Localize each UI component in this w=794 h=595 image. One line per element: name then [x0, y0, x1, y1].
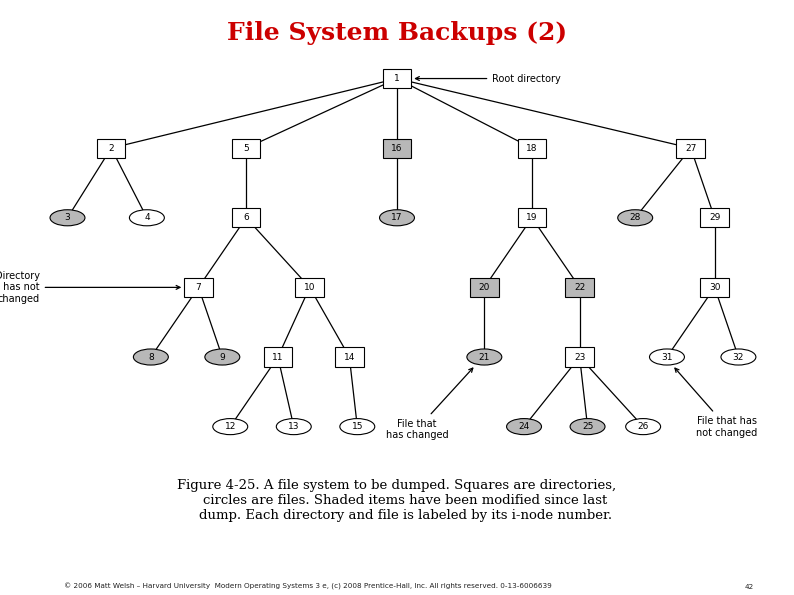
Text: 28: 28: [630, 213, 641, 223]
Text: 8: 8: [148, 352, 154, 362]
Ellipse shape: [467, 349, 502, 365]
Text: 27: 27: [685, 143, 696, 153]
Text: © 2006 Matt Welsh – Harvard University  Modern Operating Systems 3 e, (c) 2008 P: © 2006 Matt Welsh – Harvard University M…: [64, 583, 551, 590]
Text: 21: 21: [479, 352, 490, 362]
Text: 17: 17: [391, 213, 403, 223]
Text: 23: 23: [574, 352, 585, 362]
Text: 5: 5: [243, 143, 249, 153]
Ellipse shape: [133, 349, 168, 365]
Bar: [700, 208, 729, 227]
Bar: [383, 139, 411, 158]
Bar: [470, 278, 499, 297]
Text: 1: 1: [394, 74, 400, 83]
Ellipse shape: [721, 349, 756, 365]
Ellipse shape: [276, 419, 311, 434]
Bar: [295, 278, 324, 297]
Ellipse shape: [626, 419, 661, 434]
Text: 3: 3: [64, 213, 71, 223]
Text: 32: 32: [733, 352, 744, 362]
Bar: [97, 139, 125, 158]
Text: Directory
that has not
changed: Directory that has not changed: [0, 271, 180, 304]
Text: 25: 25: [582, 422, 593, 431]
Bar: [565, 278, 594, 297]
Ellipse shape: [213, 419, 248, 434]
Bar: [232, 139, 260, 158]
Text: File that has
not changed: File that has not changed: [675, 368, 757, 437]
Ellipse shape: [340, 419, 375, 434]
Text: 31: 31: [661, 352, 673, 362]
Bar: [565, 347, 594, 367]
Ellipse shape: [380, 209, 414, 226]
Text: Figure 4-25. A file system to be dumped. Squares are directories,
    circles ar: Figure 4-25. A file system to be dumped.…: [177, 479, 617, 522]
Text: 26: 26: [638, 422, 649, 431]
Bar: [676, 139, 705, 158]
Text: 24: 24: [518, 422, 530, 431]
Text: 11: 11: [272, 352, 283, 362]
Text: 15: 15: [352, 422, 363, 431]
Text: File that
has changed: File that has changed: [386, 368, 472, 440]
Bar: [700, 278, 729, 297]
Text: 7: 7: [195, 283, 202, 292]
Ellipse shape: [50, 209, 85, 226]
Text: 30: 30: [709, 283, 720, 292]
Ellipse shape: [507, 419, 542, 434]
Text: 2: 2: [108, 143, 114, 153]
Text: 12: 12: [225, 422, 236, 431]
Bar: [264, 347, 292, 367]
Text: 22: 22: [574, 283, 585, 292]
Ellipse shape: [618, 209, 653, 226]
Text: 14: 14: [344, 352, 355, 362]
Bar: [232, 208, 260, 227]
Ellipse shape: [649, 349, 684, 365]
Text: 18: 18: [526, 143, 538, 153]
Text: 4: 4: [144, 213, 150, 223]
Bar: [383, 69, 411, 88]
Text: 19: 19: [526, 213, 538, 223]
Text: 20: 20: [479, 283, 490, 292]
Text: Root directory: Root directory: [415, 74, 561, 83]
Text: File System Backups (2): File System Backups (2): [227, 21, 567, 45]
Bar: [335, 347, 364, 367]
Text: 6: 6: [243, 213, 249, 223]
Bar: [184, 278, 213, 297]
Text: 42: 42: [745, 584, 754, 590]
Bar: [518, 208, 546, 227]
Ellipse shape: [129, 209, 164, 226]
Text: 9: 9: [219, 352, 225, 362]
Ellipse shape: [205, 349, 240, 365]
Bar: [518, 139, 546, 158]
Text: 13: 13: [288, 422, 299, 431]
Ellipse shape: [570, 419, 605, 434]
Text: 29: 29: [709, 213, 720, 223]
Text: 10: 10: [304, 283, 315, 292]
Text: 16: 16: [391, 143, 403, 153]
